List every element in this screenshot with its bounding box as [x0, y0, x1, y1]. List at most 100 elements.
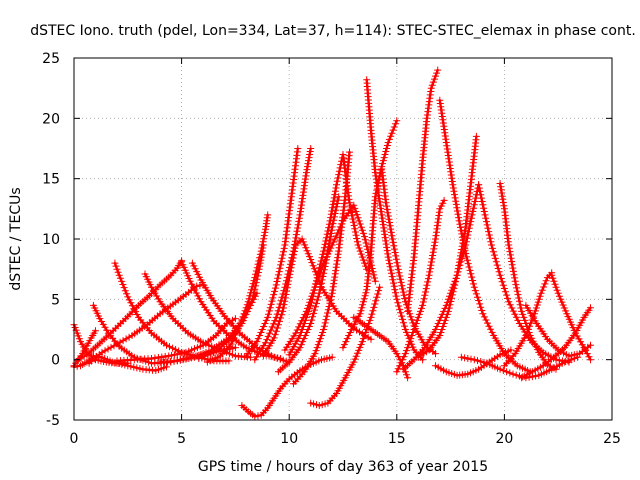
data-point	[538, 286, 546, 294]
data-point	[386, 263, 394, 271]
data-point	[322, 316, 330, 324]
data-point	[327, 244, 335, 252]
data-point	[269, 294, 277, 302]
data-point	[271, 331, 279, 339]
data-point	[428, 255, 436, 263]
data-point	[372, 297, 380, 305]
data-point	[404, 374, 412, 382]
data-point	[256, 250, 264, 258]
data-point	[362, 239, 370, 247]
data-point	[526, 322, 534, 330]
data-point	[357, 307, 365, 315]
data-point	[518, 307, 526, 315]
data-point	[355, 217, 363, 225]
data-point	[99, 320, 107, 328]
data-point	[419, 356, 427, 364]
data-point	[511, 310, 519, 318]
data-point	[453, 207, 461, 215]
data-point	[516, 372, 523, 380]
data-point	[333, 181, 340, 189]
data-point	[298, 317, 306, 325]
data-series	[432, 346, 515, 379]
data-point	[532, 372, 540, 380]
data-point	[306, 253, 313, 261]
data-point	[399, 288, 407, 296]
data-point	[407, 313, 415, 321]
data-point	[251, 292, 259, 300]
data-point	[386, 260, 393, 268]
data-point	[470, 283, 478, 291]
data-point	[366, 316, 374, 324]
data-point	[398, 282, 406, 290]
data-point	[257, 329, 265, 336]
data-point	[477, 358, 485, 365]
data-point	[455, 217, 463, 225]
data-point	[533, 301, 541, 309]
data-point	[517, 304, 525, 312]
data-point	[455, 214, 463, 222]
data-point	[444, 295, 452, 303]
data-point	[361, 292, 369, 300]
data-point	[433, 69, 441, 77]
data-point	[394, 265, 402, 273]
data-point	[361, 332, 368, 339]
data-point	[549, 274, 557, 282]
data-point	[340, 341, 348, 349]
data-point	[248, 286, 255, 294]
data-point	[452, 197, 460, 205]
data-point	[247, 301, 254, 309]
data-point	[312, 303, 319, 311]
data-point	[324, 227, 332, 235]
data-point	[294, 224, 302, 232]
data-point	[355, 244, 363, 252]
data-point	[399, 356, 406, 364]
data-point	[438, 326, 446, 333]
data-point	[124, 293, 132, 301]
data-point	[397, 278, 405, 286]
data-point	[325, 247, 333, 255]
data-point	[476, 187, 484, 195]
data-point	[313, 299, 320, 307]
data-point	[359, 298, 367, 306]
data-series	[307, 283, 384, 409]
data-point	[392, 252, 400, 260]
data-point	[163, 341, 170, 349]
data-point	[275, 303, 283, 311]
data-point	[253, 344, 261, 352]
data-point	[503, 291, 511, 299]
data-point	[279, 356, 287, 364]
data-point	[388, 273, 396, 281]
data-point	[373, 293, 381, 301]
data-point	[248, 283, 256, 291]
data-point	[389, 276, 397, 284]
data-point	[281, 294, 289, 302]
data-point	[370, 271, 378, 279]
data-point	[289, 254, 297, 262]
data-point	[391, 286, 399, 294]
data-point	[534, 298, 542, 306]
data-point	[326, 217, 334, 225]
data-point	[314, 293, 322, 301]
data-point	[252, 267, 260, 275]
data-point	[191, 353, 198, 361]
data-point	[396, 275, 404, 283]
data-point	[101, 347, 109, 355]
data-point	[288, 261, 296, 269]
data-point	[514, 291, 522, 299]
data-point	[283, 287, 291, 295]
data-point	[578, 341, 586, 349]
data-series	[203, 211, 272, 366]
data-point	[509, 307, 517, 315]
data-point	[551, 280, 559, 288]
data-point	[392, 120, 400, 128]
data-point	[360, 295, 368, 303]
data-point	[308, 292, 316, 300]
data-point	[333, 200, 341, 207]
data-point	[109, 358, 117, 366]
data-point	[339, 344, 347, 352]
data-point	[330, 238, 338, 246]
data-point	[477, 303, 485, 311]
data-point	[266, 304, 274, 312]
data-point	[287, 264, 295, 272]
data-point	[356, 328, 363, 336]
